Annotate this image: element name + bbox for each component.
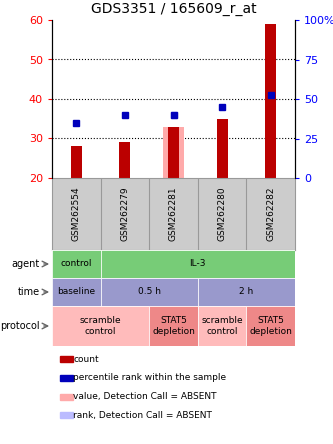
Bar xyxy=(52,278,101,306)
Text: agent: agent xyxy=(12,259,40,269)
Bar xyxy=(198,306,246,346)
Text: GSM262554: GSM262554 xyxy=(72,186,81,241)
Bar xyxy=(217,119,227,178)
Bar xyxy=(168,127,179,178)
Text: scramble
control: scramble control xyxy=(80,316,122,336)
Bar xyxy=(101,250,295,278)
Text: STAT5
depletion: STAT5 depletion xyxy=(152,316,195,336)
Bar xyxy=(60,394,73,400)
Bar xyxy=(120,143,130,178)
Text: GSM262280: GSM262280 xyxy=(217,186,226,241)
Text: 0.5 h: 0.5 h xyxy=(138,288,161,297)
Bar xyxy=(60,412,73,418)
Bar xyxy=(52,306,149,346)
Text: 2 h: 2 h xyxy=(239,288,253,297)
Bar xyxy=(71,147,82,178)
Text: protocol: protocol xyxy=(0,321,40,331)
Bar xyxy=(60,356,73,362)
Text: control: control xyxy=(61,259,92,269)
Text: scramble
control: scramble control xyxy=(201,316,243,336)
Text: time: time xyxy=(18,287,40,297)
Bar xyxy=(52,250,101,278)
Text: GSM262282: GSM262282 xyxy=(266,187,275,241)
Bar xyxy=(198,278,295,306)
Bar xyxy=(101,278,198,306)
Text: GDS3351 / 165609_r_at: GDS3351 / 165609_r_at xyxy=(91,2,256,16)
Text: baseline: baseline xyxy=(57,288,95,297)
Text: IL-3: IL-3 xyxy=(189,259,206,269)
Text: STAT5
depletion: STAT5 depletion xyxy=(249,316,292,336)
Text: value, Detection Call = ABSENT: value, Detection Call = ABSENT xyxy=(73,392,217,401)
Bar xyxy=(265,24,276,178)
Text: rank, Detection Call = ABSENT: rank, Detection Call = ABSENT xyxy=(73,411,212,420)
Text: GSM262279: GSM262279 xyxy=(121,186,130,241)
Bar xyxy=(163,127,184,178)
Bar xyxy=(246,306,295,346)
Text: count: count xyxy=(73,355,99,364)
Text: GSM262281: GSM262281 xyxy=(169,186,178,241)
Bar xyxy=(60,375,73,381)
Bar xyxy=(149,306,198,346)
Text: percentile rank within the sample: percentile rank within the sample xyxy=(73,373,226,382)
